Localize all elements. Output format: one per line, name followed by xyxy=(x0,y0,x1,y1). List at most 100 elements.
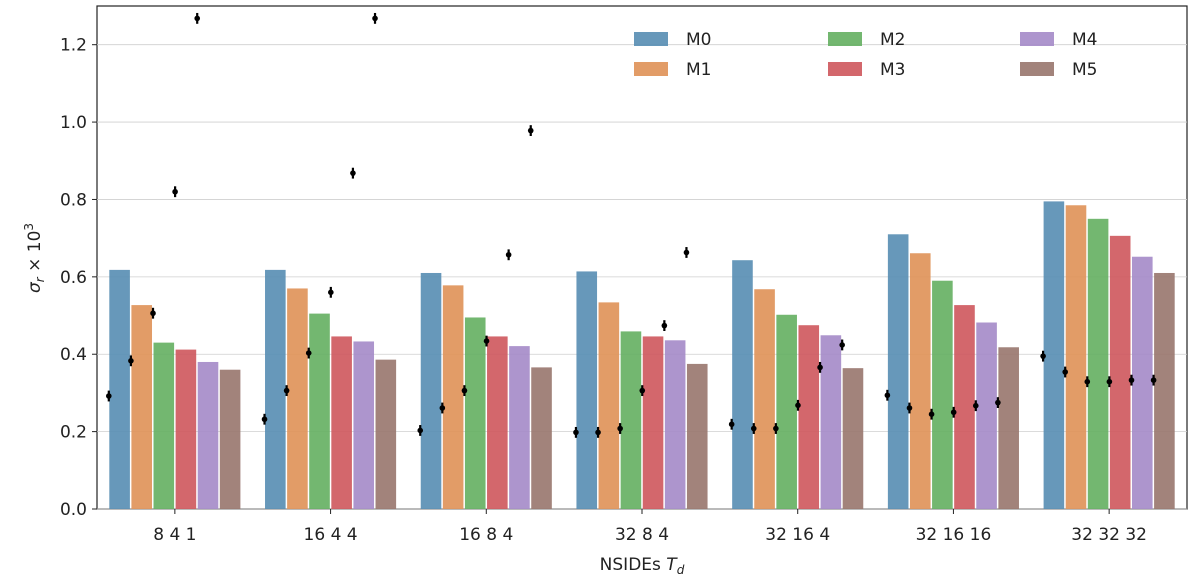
error-point-3-1 xyxy=(595,426,601,438)
error-point-5-4 xyxy=(972,400,979,412)
error-point-marker xyxy=(595,429,601,436)
error-point-3-3 xyxy=(639,385,646,397)
bar-m5-1 xyxy=(375,359,397,509)
error-point-1-3 xyxy=(328,286,334,298)
error-point-marker xyxy=(1062,369,1068,375)
error-point-0-4 xyxy=(194,12,201,24)
error-point-marker xyxy=(573,429,579,436)
error-point-6-4 xyxy=(1128,374,1135,386)
error-point-1-4 xyxy=(350,167,356,179)
bar-m5-6 xyxy=(1154,272,1175,509)
y-axis-title: σr × 103 xyxy=(22,223,47,293)
y-axis-title-sigma: σ xyxy=(25,281,45,293)
error-point-marker xyxy=(483,338,490,344)
error-point-4-1 xyxy=(750,423,757,434)
error-point-marker xyxy=(1084,378,1091,385)
legend-label: M2 xyxy=(880,30,905,50)
bar-m5-0 xyxy=(219,369,241,509)
error-point-marker xyxy=(106,393,112,399)
error-point-2-0 xyxy=(417,425,424,436)
bar-m4-6 xyxy=(1131,256,1153,509)
error-point-1-0 xyxy=(261,413,268,425)
x-axis-title-var: T xyxy=(666,555,678,575)
error-point-marker xyxy=(683,249,690,256)
legend-item-m4: M4 xyxy=(1020,30,1097,50)
legend-item-m1: M1 xyxy=(634,60,711,80)
error-point-6-2 xyxy=(1084,376,1091,388)
legend-swatch xyxy=(828,32,862,46)
error-point-2-4 xyxy=(505,249,512,261)
error-point-marker xyxy=(328,289,334,296)
bar-m4-3 xyxy=(664,340,686,509)
error-point-marker xyxy=(172,188,178,195)
error-point-0-2 xyxy=(150,307,156,319)
error-point-marker xyxy=(906,405,913,411)
y-axis-title-times: × 10 xyxy=(25,231,45,278)
error-point-1-5 xyxy=(372,12,378,24)
error-point-6-3 xyxy=(1106,376,1113,388)
bar-m3-5 xyxy=(954,305,975,509)
error-point-6-5 xyxy=(1150,374,1157,386)
legend-swatch xyxy=(1020,32,1054,46)
y-tick-label: 0.4 xyxy=(60,345,87,365)
error-point-marker xyxy=(505,251,512,258)
error-point-marker xyxy=(1106,378,1113,385)
legend-swatch xyxy=(1020,62,1054,76)
bar-m2-3 xyxy=(620,331,642,509)
plot-area xyxy=(96,5,1188,510)
error-point-marker xyxy=(817,364,823,371)
error-point-marker xyxy=(461,387,468,394)
error-point-marker xyxy=(150,310,156,317)
error-point-1-1 xyxy=(283,385,290,397)
legend-swatch xyxy=(828,62,862,76)
error-point-5-1 xyxy=(906,402,913,414)
bar-m0-4 xyxy=(732,260,753,509)
bar-m2-6 xyxy=(1087,218,1109,510)
bar-m4-1 xyxy=(353,341,375,509)
error-point-marker xyxy=(128,358,134,364)
error-point-marker xyxy=(1128,377,1135,383)
error-point-2-3 xyxy=(483,335,490,347)
error-point-6-1 xyxy=(1062,366,1068,378)
bar-m3-1 xyxy=(331,336,352,509)
bar-m0-0 xyxy=(109,269,130,509)
error-point-5-2 xyxy=(928,408,935,420)
error-point-marker xyxy=(995,399,1001,406)
error-point-marker xyxy=(750,425,757,432)
bar-m2-4 xyxy=(776,314,797,509)
bar-m1-3 xyxy=(598,302,620,509)
error-point-3-4 xyxy=(661,320,668,332)
error-point-2-2 xyxy=(461,385,468,397)
error-point-3-0 xyxy=(573,426,579,438)
legend-label: M0 xyxy=(686,30,711,50)
bar-m2-0 xyxy=(153,342,175,509)
y-tick-label: 0.8 xyxy=(60,190,87,210)
bar-m0-2 xyxy=(420,272,442,509)
x-axis-title-sub: d xyxy=(677,563,685,577)
bar-m0-5 xyxy=(887,234,909,510)
error-point-marker xyxy=(884,392,891,399)
error-point-marker xyxy=(773,425,779,432)
bar-m2-2 xyxy=(464,317,486,509)
error-point-marker xyxy=(527,127,534,134)
error-point-marker xyxy=(1040,353,1046,359)
error-point-3-2 xyxy=(617,423,623,434)
bar-m3-4 xyxy=(798,325,820,509)
legend-label: M5 xyxy=(1072,60,1097,80)
y-axis-title-sub: r xyxy=(33,276,47,282)
y-tick-label: 0.2 xyxy=(60,423,87,443)
x-axis-title-main: NSIDEs xyxy=(600,555,667,575)
error-point-0-0 xyxy=(106,390,112,402)
bar-m1-5 xyxy=(909,253,931,509)
bar-m0-1 xyxy=(265,269,286,509)
error-point-marker xyxy=(350,170,356,176)
legend-label: M3 xyxy=(880,60,905,80)
error-point-6-0 xyxy=(1040,350,1046,362)
bar-m5-5 xyxy=(998,347,1019,509)
error-point-5-3 xyxy=(950,406,957,418)
error-point-marker xyxy=(194,15,201,22)
error-point-marker xyxy=(728,421,735,428)
error-point-2-5 xyxy=(527,125,534,137)
bar-m3-6 xyxy=(1109,235,1131,509)
error-point-marker xyxy=(617,425,623,432)
